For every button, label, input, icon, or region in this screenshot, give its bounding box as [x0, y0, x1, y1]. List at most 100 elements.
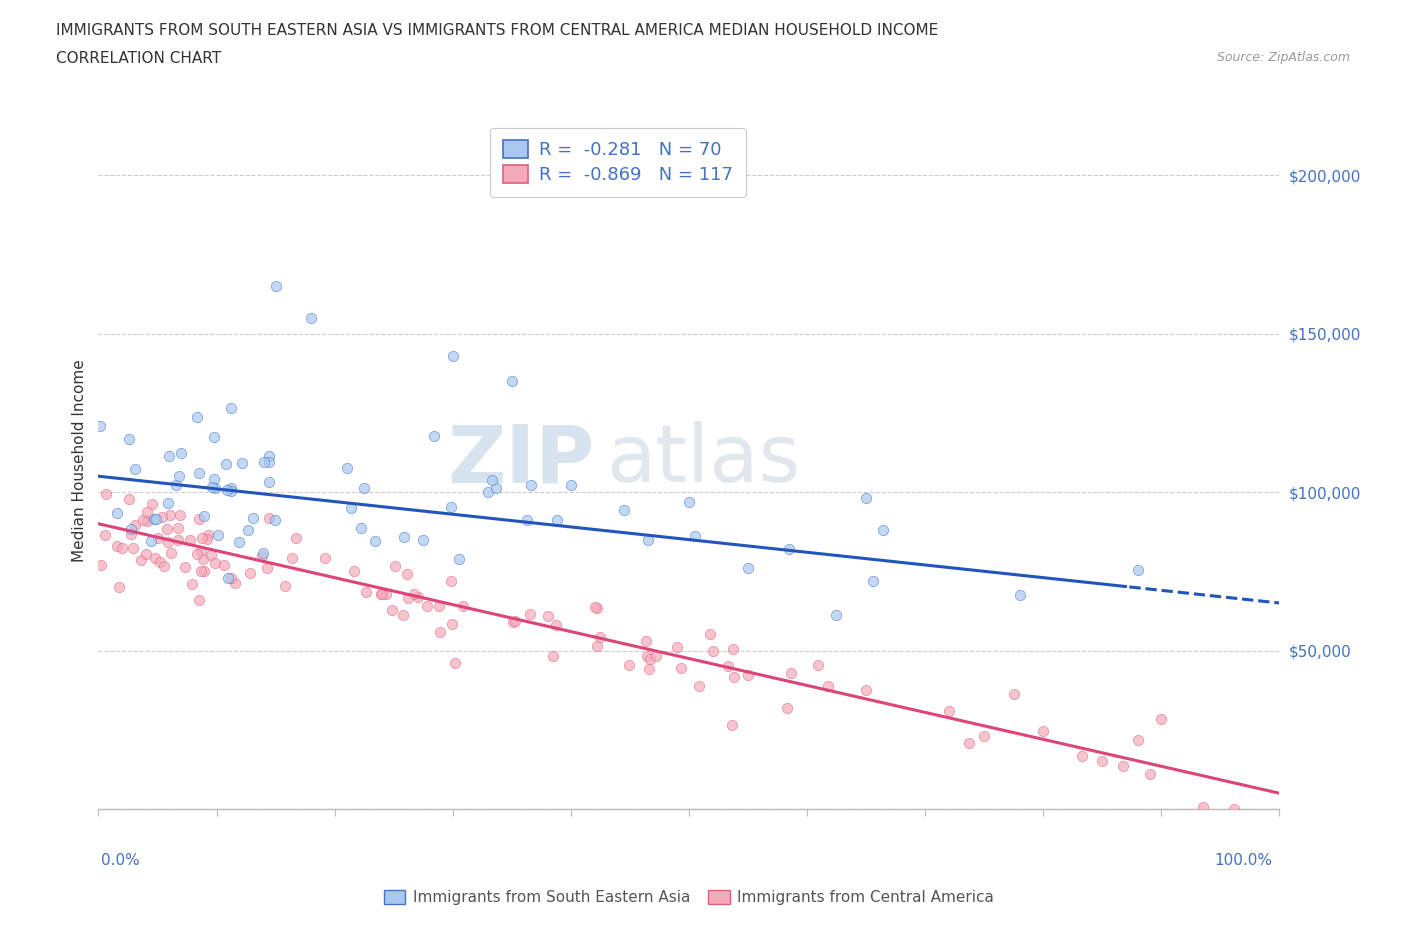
- Point: [541, 649, 564, 664]
- Point: [1008, 588, 1031, 603]
- Point: [353, 481, 375, 496]
- Legend: Immigrants from South Eastern Asia, Immigrants from Central America: Immigrants from South Eastern Asia, Immi…: [377, 884, 1001, 911]
- Point: [392, 529, 415, 544]
- Point: [583, 600, 606, 615]
- Legend: R =  -0.281   N = 70, R =  -0.869   N = 117: R = -0.281 N = 70, R = -0.869 N = 117: [491, 127, 745, 197]
- Point: [619, 658, 641, 672]
- Point: [263, 512, 285, 527]
- Point: [141, 534, 163, 549]
- Point: [281, 551, 304, 565]
- Point: [451, 598, 474, 613]
- Point: [228, 535, 250, 550]
- Point: [1071, 749, 1094, 764]
- Point: [169, 508, 191, 523]
- Point: [202, 430, 225, 445]
- Point: [193, 564, 215, 578]
- Point: [200, 548, 222, 563]
- Point: [274, 578, 297, 593]
- Point: [381, 603, 404, 618]
- Point: [146, 530, 169, 545]
- Point: [415, 599, 437, 614]
- Point: [156, 496, 179, 511]
- Point: [188, 465, 211, 480]
- Point: [485, 481, 508, 496]
- Point: [636, 648, 658, 663]
- Point: [1032, 724, 1054, 738]
- Point: [193, 509, 215, 524]
- Point: [721, 642, 744, 657]
- Point: [190, 530, 212, 545]
- Point: [501, 374, 523, 389]
- Point: [314, 551, 336, 565]
- Point: [1126, 563, 1149, 578]
- Point: [1222, 802, 1244, 817]
- Point: [124, 462, 146, 477]
- Point: [666, 640, 689, 655]
- Point: [441, 617, 464, 631]
- Point: [299, 311, 322, 325]
- Point: [217, 570, 239, 585]
- Point: [165, 478, 187, 493]
- Point: [1192, 800, 1215, 815]
- Point: [215, 483, 238, 498]
- Point: [131, 552, 153, 567]
- Point: [93, 527, 115, 542]
- Point: [150, 510, 173, 525]
- Point: [186, 410, 208, 425]
- Point: [204, 556, 226, 571]
- Point: [219, 570, 242, 585]
- Point: [519, 606, 541, 621]
- Point: [723, 670, 745, 684]
- Y-axis label: Median Household Income: Median Household Income: [72, 359, 87, 562]
- Point: [120, 527, 142, 542]
- Point: [124, 518, 146, 533]
- Point: [156, 522, 179, 537]
- Point: [354, 585, 377, 600]
- Point: [441, 349, 464, 364]
- Point: [343, 564, 366, 578]
- Text: Source: ZipAtlas.com: Source: ZipAtlas.com: [1216, 51, 1350, 64]
- Point: [190, 564, 212, 578]
- Point: [219, 481, 242, 496]
- Point: [153, 558, 176, 573]
- Text: 0.0%: 0.0%: [101, 853, 141, 868]
- Point: [776, 701, 799, 716]
- Point: [118, 432, 141, 446]
- Point: [145, 512, 167, 526]
- Point: [855, 683, 877, 698]
- Point: [242, 511, 264, 525]
- Point: [159, 508, 181, 523]
- Point: [207, 528, 229, 543]
- Point: [135, 547, 157, 562]
- Point: [737, 561, 759, 576]
- Point: [204, 481, 226, 496]
- Point: [872, 523, 894, 538]
- Point: [94, 486, 117, 501]
- Text: 100.0%: 100.0%: [1215, 853, 1272, 868]
- Point: [212, 558, 235, 573]
- Point: [214, 457, 236, 472]
- Point: [181, 577, 204, 591]
- Point: [1002, 686, 1025, 701]
- Point: [392, 607, 415, 622]
- Point: [166, 532, 188, 547]
- Point: [396, 591, 419, 605]
- Point: [560, 478, 582, 493]
- Point: [586, 600, 609, 615]
- Point: [717, 658, 740, 673]
- Point: [516, 512, 538, 527]
- Point: [855, 491, 877, 506]
- Text: IMMIGRANTS FROM SOUTH EASTERN ASIA VS IMMIGRANTS FROM CENTRAL AMERICA MEDIAN HOU: IMMIGRANTS FROM SOUTH EASTERN ASIA VS IM…: [56, 23, 938, 38]
- Point: [1112, 759, 1135, 774]
- Point: [613, 503, 636, 518]
- Point: [370, 586, 392, 601]
- Point: [195, 532, 218, 547]
- Point: [236, 523, 259, 538]
- Point: [395, 567, 418, 582]
- Point: [340, 501, 363, 516]
- Point: [219, 484, 242, 498]
- Point: [259, 474, 281, 489]
- Point: [173, 560, 195, 575]
- Point: [170, 445, 193, 460]
- Point: [156, 535, 179, 550]
